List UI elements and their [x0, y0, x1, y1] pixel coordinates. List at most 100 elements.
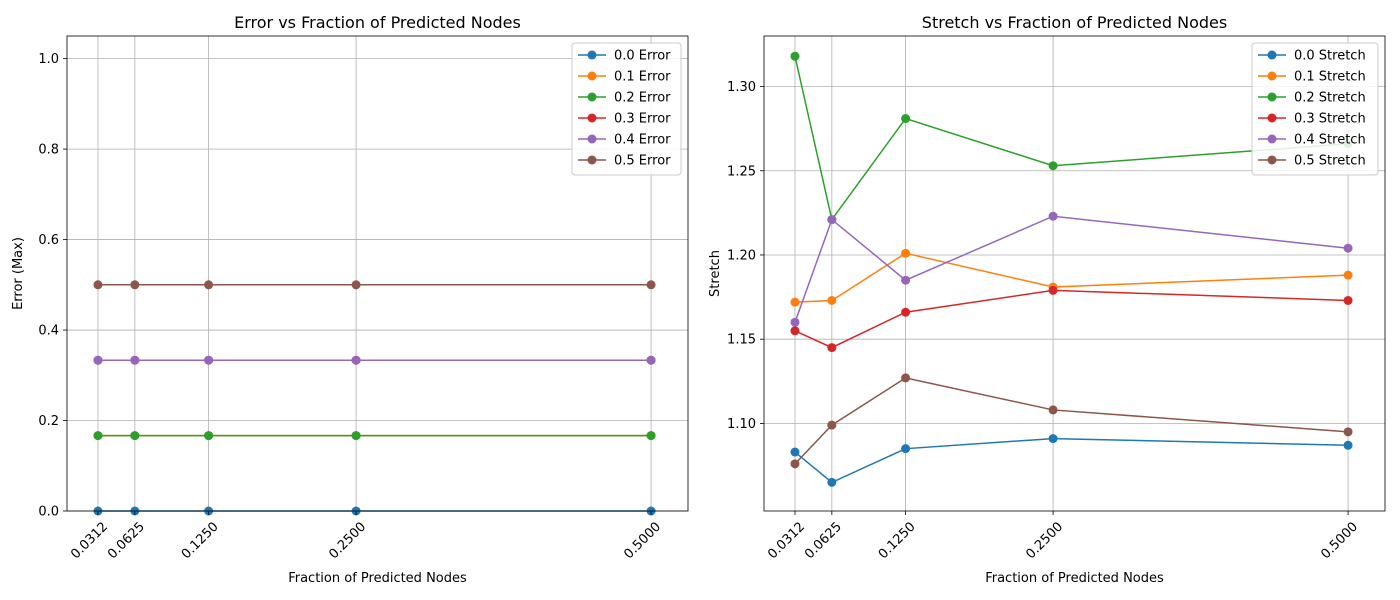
- data-point: [130, 355, 140, 365]
- data-point: [827, 215, 837, 225]
- data-point: [1343, 270, 1353, 280]
- data-point: [204, 280, 214, 290]
- legend-item: 0.1 Stretch: [1258, 70, 1366, 85]
- legend-item: 0.2 Error: [578, 91, 671, 106]
- x-tick-label: 0.1250: [179, 519, 222, 562]
- legend-marker: [587, 71, 597, 81]
- y-tick-label: 0.8: [38, 143, 59, 158]
- y-tick-label: 1.25: [727, 164, 756, 179]
- data-point: [901, 248, 911, 258]
- y-tick-label: 1.15: [727, 333, 756, 348]
- legend-item: 0.0 Stretch: [1258, 49, 1366, 64]
- data-point: [1048, 285, 1058, 295]
- legend-label: 0.1 Stretch: [1294, 70, 1366, 85]
- y-axis-label: Stretch: [708, 250, 723, 297]
- legend: 0.0 Error 0.1 Error 0.2 Error 0.3 Error 0.4 …: [571, 42, 682, 176]
- x-tick-label: 0.2500: [1023, 519, 1066, 562]
- legend-item: 0.4 Error: [578, 133, 671, 148]
- legend-label: 0.2 Stretch: [1294, 91, 1366, 106]
- x-axis-label: Fraction of Predicted Nodes: [288, 571, 467, 586]
- data-point: [827, 420, 837, 430]
- x-axis-label: Fraction of Predicted Nodes: [985, 571, 1164, 586]
- legend-label: 0.1 Error: [614, 70, 671, 85]
- axes-frame: [763, 35, 1386, 512]
- legend-item: 0.1 Error: [578, 70, 671, 85]
- legend-marker: [1267, 92, 1277, 102]
- data-point: [1048, 434, 1058, 444]
- legend-label: 0.2 Error: [614, 91, 671, 106]
- legend-label: 0.4 Error: [614, 133, 671, 148]
- legend-label: 0.3 Stretch: [1294, 112, 1366, 127]
- data-point: [1343, 427, 1353, 437]
- data-point: [790, 51, 800, 61]
- data-point: [351, 355, 361, 365]
- x-tick-label: 0.0625: [105, 519, 148, 562]
- legend-label: 0.3 Error: [614, 112, 671, 127]
- data-point: [1343, 440, 1353, 450]
- data-point: [827, 295, 837, 305]
- series-6: [93, 280, 656, 290]
- legend-item: 0.5 Stretch: [1258, 154, 1366, 169]
- data-point: [130, 431, 140, 441]
- data-point: [827, 343, 837, 353]
- x-tick-label: 0.1250: [876, 519, 919, 562]
- data-point: [790, 447, 800, 457]
- data-point: [351, 280, 361, 290]
- series-6: [790, 373, 1353, 469]
- legend-marker: [587, 50, 597, 60]
- data-point: [790, 459, 800, 469]
- legend: 0.0 Stretch 0.1 Stretch 0.2 Stretch 0.3 Str…: [1251, 42, 1379, 176]
- data-point: [1048, 405, 1058, 415]
- x-tick-label: 0.5000: [621, 519, 664, 562]
- data-point: [646, 355, 656, 365]
- data-point: [901, 114, 911, 124]
- data-point: [1048, 161, 1058, 171]
- chart-title: Stretch vs Fraction of Predicted Nodes: [922, 13, 1227, 32]
- x-tick-label: 0.0625: [802, 519, 845, 562]
- legend-item: 0.0 Error: [578, 49, 671, 64]
- legend-marker: [587, 155, 597, 165]
- data-point: [901, 373, 911, 383]
- data-point: [93, 355, 103, 365]
- chart-title: Error vs Fraction of Predicted Nodes: [234, 13, 521, 32]
- legend-label: 0.0 Stretch: [1294, 49, 1366, 64]
- series-line: [794, 252, 1349, 303]
- legend-marker: [587, 134, 597, 144]
- data-point: [204, 431, 214, 441]
- series-5: [93, 355, 656, 365]
- series-line: [794, 437, 1349, 484]
- x-tick-label: 0.5000: [1318, 519, 1361, 562]
- series-5: [790, 211, 1353, 327]
- legend-item: 0.5 Error: [578, 154, 671, 169]
- legend-marker: [1267, 113, 1277, 123]
- data-point: [1048, 211, 1058, 221]
- y-tick-label: 0.2: [38, 414, 59, 429]
- legend-marker: [1267, 155, 1277, 165]
- data-point: [351, 431, 361, 441]
- data-point: [901, 307, 911, 317]
- y-tick-label: 0.0: [38, 505, 59, 520]
- legend-label: 0.0 Error: [614, 49, 671, 64]
- y-tick-label: 1.10: [727, 417, 756, 432]
- legend-label: 0.4 Stretch: [1294, 133, 1366, 148]
- y-tick-label: 1.0: [38, 52, 59, 67]
- data-point: [130, 280, 140, 290]
- legend-marker: [1267, 71, 1277, 81]
- data-point: [93, 280, 103, 290]
- y-tick-label: 0.6: [38, 233, 59, 248]
- y-axis-label: Error (Max): [11, 237, 26, 310]
- data-point: [646, 280, 656, 290]
- legend-label: 0.5 Stretch: [1294, 154, 1366, 169]
- data-point: [790, 297, 800, 307]
- data-point: [93, 431, 103, 441]
- data-point: [901, 275, 911, 285]
- x-tick-label: 0.0312: [68, 519, 111, 562]
- series-3: [93, 431, 656, 441]
- legend-marker: [1267, 50, 1277, 60]
- data-point: [646, 431, 656, 441]
- data-point: [204, 355, 214, 365]
- legend-item: 0.2 Stretch: [1258, 91, 1366, 106]
